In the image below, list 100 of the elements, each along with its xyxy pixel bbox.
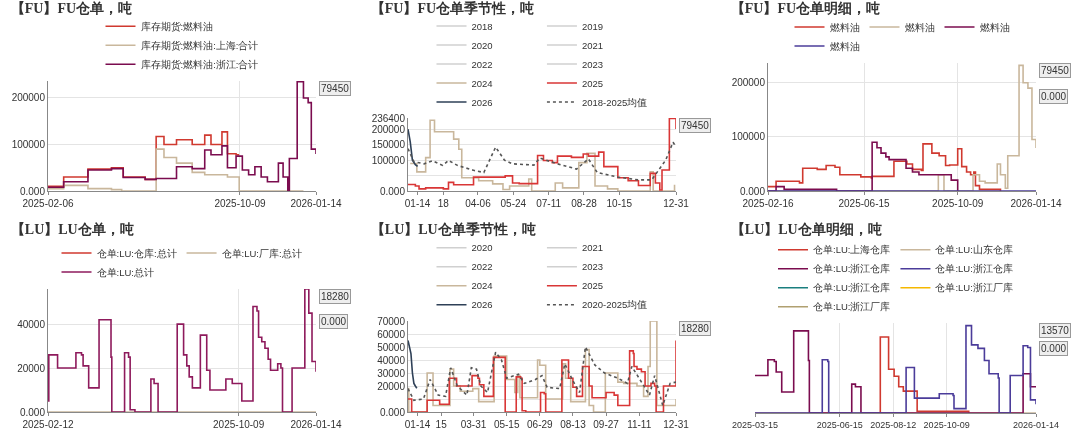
legend-label: 2022 [471, 58, 493, 70]
y-tick-label: 0.000 [379, 406, 406, 418]
y-tick-label: 20000 [17, 362, 46, 374]
x-tick-label: 01-14 [404, 419, 431, 430]
x-tick-label: 05-15 [493, 419, 520, 430]
line-series [408, 128, 419, 168]
text: 18280 [321, 291, 350, 302]
line-series [408, 141, 676, 181]
x-tick-label: 2025-08-12 [870, 419, 917, 430]
legend-label: 2018 [471, 20, 493, 32]
y-tick-label: 20000 [377, 380, 406, 392]
x-tick-label: 2025-02-12 [22, 419, 75, 430]
x-tick-label: 2026-01-14 [1012, 419, 1060, 430]
legend-label: 2021 [581, 39, 604, 51]
x-tick-label: 18 [437, 198, 450, 209]
chart-title: 【LU】LU仓单明细，吨 [730, 222, 882, 238]
legend-label: 2018-2025均值 [581, 96, 648, 108]
legend-label: 2019 [581, 20, 604, 32]
x-tick-label: 03-31 [460, 419, 487, 430]
y-tick-label: 200000 [11, 92, 46, 104]
text: 18280 [681, 323, 710, 334]
legend-label: 库存期货:燃料油 [140, 21, 214, 33]
x-tick-label: 01-14 [404, 198, 431, 209]
y-tick-label: 60000 [377, 328, 406, 340]
y-tick-label: 200000 [371, 123, 406, 135]
x-tick-label: 2025-10-09 [213, 419, 265, 430]
x-tick-label: 2025-02-16 [742, 198, 795, 209]
y-tick-label: 0.000 [19, 406, 46, 418]
y-tick-label: 100000 [11, 138, 46, 150]
y-tick-label: 0.000 [739, 185, 766, 197]
y-tick-label: 100000 [731, 131, 766, 143]
chart-title: 【FU】FU仓单季节性，吨 [370, 0, 535, 17]
x-tick-label: 2025-10-09 [214, 198, 266, 209]
text: 79450 [681, 120, 710, 131]
y-tick-label: 100000 [371, 154, 406, 166]
legend-label: 2025 [581, 77, 604, 89]
y-tick-label: 40000 [17, 318, 46, 330]
x-tick-label: 10-15 [606, 198, 633, 209]
text: 79450 [1041, 65, 1070, 76]
y-tick-label: 30000 [377, 367, 406, 379]
x-tick-label: 04-06 [465, 198, 492, 209]
text: 79450 [321, 83, 350, 94]
y-tick-label: 200000 [731, 77, 766, 89]
y-tick-label: 50000 [377, 341, 406, 353]
text: 0.000 [1041, 343, 1067, 354]
x-tick-label: 2025-03-15 [731, 419, 779, 430]
legend-label: 库存期货:燃料油:上海:合计 [140, 40, 259, 52]
text: 13570 [1041, 325, 1070, 336]
x-tick-label: 2025-06-15 [838, 198, 891, 209]
y-tick-label: 70000 [377, 315, 406, 327]
legend-label: 仓单:LU:浙江仓库 [935, 263, 1013, 275]
y-tick-label: 40000 [377, 354, 406, 366]
x-tick-label: 2025-02-06 [22, 198, 75, 209]
x-tick-label: 07-11 [536, 198, 562, 209]
x-tick-label: 2025-10-09 [923, 419, 970, 430]
x-tick-label: 12-31 [663, 419, 690, 430]
x-tick-label: 2025-06-15 [816, 419, 863, 430]
text: 0.000 [1041, 91, 1067, 102]
chart-title: 【LU】LU仓单，吨 [10, 222, 134, 238]
legend-label: 2020 [471, 242, 493, 254]
legend-label: 2026 [471, 96, 493, 108]
y-tick-label: 150000 [371, 139, 406, 151]
legend-label: 2026 [471, 299, 493, 311]
x-tick-label: 12-31 [663, 198, 690, 209]
legend-label: 仓单:LU:总计 [96, 266, 154, 278]
legend-label: 2020 [471, 39, 493, 51]
legend-label: 2024 [471, 280, 493, 292]
legend-label: 仓单:LU:山东仓库 [935, 244, 1013, 256]
chart-title: 【FU】FU仓单明细，吨 [730, 1, 881, 17]
x-tick-label: 2025-10-09 [932, 198, 984, 209]
chart-title: 【FU】FU仓单，吨 [10, 1, 133, 17]
x-tick-label: 08-13 [560, 419, 587, 430]
legend-label: 2023 [581, 58, 604, 70]
legend-label: 燃料油 [904, 21, 935, 33]
legend-label: 仓单:LU:浙江仓库 [813, 282, 891, 294]
x-tick-label: 11-11 [627, 419, 652, 430]
x-tick-label: 2026-01-14 [1010, 198, 1063, 209]
legend-label: 2021 [581, 242, 604, 254]
legend-label: 2024 [471, 77, 493, 89]
legend-label: 燃料油 [829, 21, 860, 33]
legend-label: 仓单:LU:厂库:总计 [221, 247, 302, 259]
y-tick-label: 0.000 [19, 185, 46, 197]
legend-label: 2020-2025均值 [581, 299, 648, 311]
line-series [408, 339, 418, 390]
legend-label: 2022 [471, 261, 493, 273]
legend-label: 仓单:LU:浙江仓库 [813, 263, 891, 275]
legend-label: 仓单:LU:浙江厂库 [935, 282, 1013, 294]
legend-label: 2023 [581, 261, 604, 273]
x-tick-label: 2026-01-14 [290, 419, 343, 430]
x-tick-label: 15 [435, 419, 448, 430]
legend-label: 仓单:LU:上海仓库 [813, 244, 891, 256]
x-tick-label: 08-28 [571, 198, 598, 209]
chart-title: 【LU】LU仓单季节性，吨 [370, 221, 536, 238]
x-tick-label: 09-27 [593, 419, 620, 430]
text: 0.000 [321, 316, 347, 327]
legend-label: 库存期货:燃料油:浙江:合计 [140, 59, 259, 71]
legend-label: 燃料油 [979, 21, 1010, 33]
legend-label: 仓单:LU:仓库:总计 [96, 247, 177, 259]
y-tick-label: 0.000 [379, 185, 406, 197]
x-tick-label: 05-24 [500, 198, 527, 209]
